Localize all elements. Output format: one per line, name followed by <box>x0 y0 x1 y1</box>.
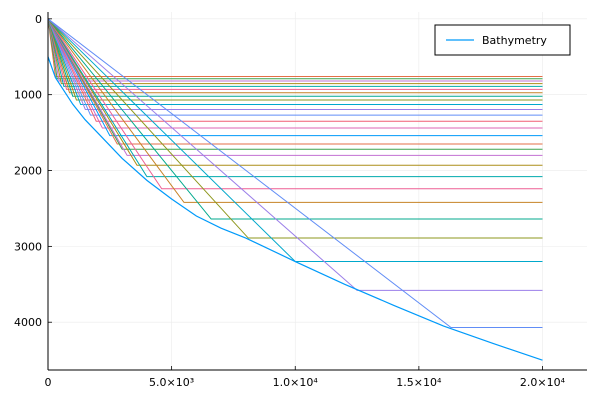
y-tick-label: 0 <box>35 13 42 26</box>
tick-labels: 0 5.0×10³ 1.0×10⁴ 1.5×10⁴ 2.0×10⁴ 0 1000 2000 30… <box>14 13 566 389</box>
ray-line-10 <box>47 18 543 106</box>
y-tick-label: 2000 <box>14 165 42 178</box>
ray-line-9 <box>47 18 543 101</box>
legend-label-bathymetry: Bathymetry <box>482 34 547 47</box>
ray-line-24 <box>47 18 543 239</box>
x-tick-label: 1.0×10⁴ <box>273 376 319 389</box>
grid <box>47 12 587 370</box>
ray-series-group <box>47 18 543 329</box>
x-tick-label: 0 <box>45 376 52 389</box>
axes <box>47 12 587 371</box>
ray-line-6 <box>47 18 543 90</box>
ray-line-21 <box>47 18 543 190</box>
y-tick-label: 3000 <box>14 240 42 253</box>
x-tick-label: 2.0×10⁴ <box>520 376 566 389</box>
ray-line-4 <box>47 18 543 85</box>
ray-line-8 <box>47 18 543 97</box>
ray-line-11 <box>47 18 543 110</box>
ray-line-13 <box>47 18 543 122</box>
legend: Bathymetry <box>434 24 571 56</box>
ray-line-2 <box>47 18 543 80</box>
x-tick-label: 5.0×10³ <box>149 376 194 389</box>
bathymetry-series-group <box>47 56 543 361</box>
ray-line-14 <box>47 18 543 129</box>
ray-line-16 <box>47 18 543 145</box>
ray-line-3 <box>47 18 543 82</box>
ray-line-22 <box>47 18 543 203</box>
ray-line-26 <box>47 18 543 291</box>
ray-line-12 <box>47 18 543 116</box>
ray-line-27 <box>47 18 543 329</box>
ray-line-15 <box>47 18 543 137</box>
ray-line-19 <box>47 18 543 166</box>
ray-line-18 <box>47 18 543 156</box>
ray-line-7 <box>47 18 543 94</box>
ray-line-5 <box>47 18 543 87</box>
ray-line-23 <box>47 18 543 220</box>
y-tick-label: 1000 <box>14 89 42 102</box>
bathymetry-line <box>47 56 543 361</box>
y-tick-label: 4000 <box>14 316 42 329</box>
ray-line-20 <box>47 18 543 178</box>
x-tick-label: 1.5×10⁴ <box>396 376 442 389</box>
